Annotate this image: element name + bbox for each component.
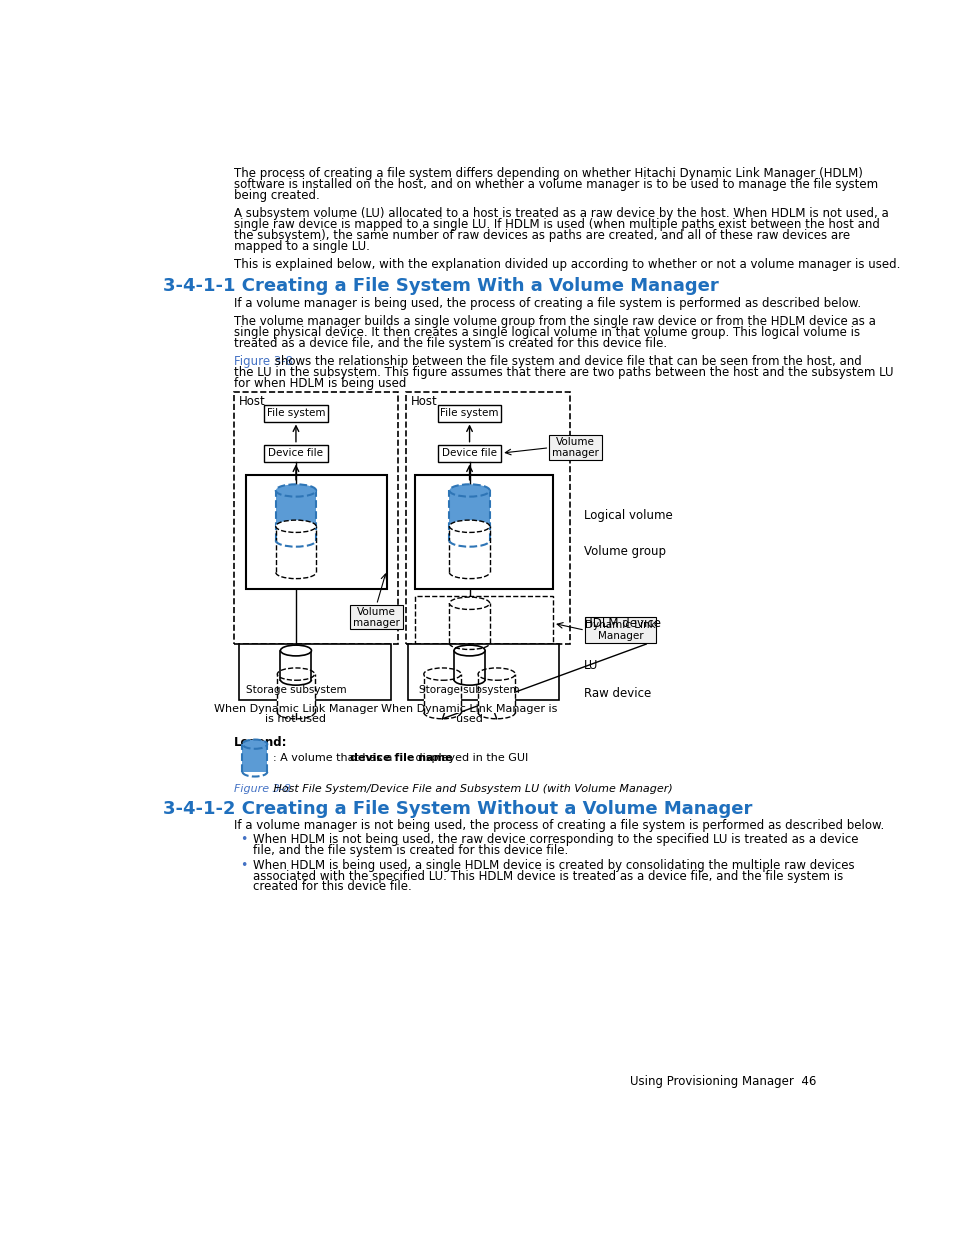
Text: displayed in the GUI: displayed in the GUI xyxy=(412,753,528,763)
Text: manager: manager xyxy=(552,448,598,458)
Ellipse shape xyxy=(449,597,489,609)
Text: used: used xyxy=(456,714,482,724)
Text: When HDLM is not being used, the raw device corresponding to the specified LU is: When HDLM is not being used, the raw dev… xyxy=(253,832,857,846)
Bar xyxy=(245,475,386,589)
Text: LU: LU xyxy=(583,658,598,672)
Text: The process of creating a file system differs depending on whether Hitachi Dynam: The process of creating a file system di… xyxy=(233,168,862,180)
Text: Host File System/Device File and Subsystem LU (with Volume Manager): Host File System/Device File and Subsyst… xyxy=(270,784,672,794)
Text: for when HDLM is being used: for when HDLM is being used xyxy=(233,377,406,390)
Text: is not used: is not used xyxy=(265,714,326,724)
Text: 3-4-1-1 Creating a File System With a Volume Manager: 3-4-1-1 Creating a File System With a Vo… xyxy=(163,277,719,295)
Text: 3-4-1-2 Creating a File System Without a Volume Manager: 3-4-1-2 Creating a File System Without a… xyxy=(163,799,752,818)
Text: Logical volume: Logical volume xyxy=(583,509,672,522)
Bar xyxy=(239,645,391,699)
Text: Volume group: Volume group xyxy=(583,545,665,558)
Text: Volume: Volume xyxy=(356,606,395,616)
Text: File system: File system xyxy=(440,408,498,419)
Bar xyxy=(277,674,314,713)
Text: Storage subsystem: Storage subsystem xyxy=(245,685,346,695)
Text: If a volume manager is being used, the process of creating a file system is perf: If a volume manager is being used, the p… xyxy=(233,296,861,310)
Text: The volume manager builds a single volume group from the single raw device or fr: The volume manager builds a single volum… xyxy=(233,315,875,329)
Bar xyxy=(449,603,489,643)
Bar xyxy=(477,674,515,713)
Text: Raw device: Raw device xyxy=(583,687,651,700)
Bar xyxy=(437,405,500,421)
Text: Storage subsystem: Storage subsystem xyxy=(418,685,519,695)
Bar xyxy=(233,393,397,645)
Text: •: • xyxy=(240,832,247,846)
Text: mapped to a single LU.: mapped to a single LU. xyxy=(233,240,370,253)
Bar xyxy=(423,674,460,713)
Ellipse shape xyxy=(280,645,311,656)
Bar xyxy=(437,445,500,462)
Ellipse shape xyxy=(277,668,314,680)
Text: When HDLM is being used, a single HDLM device is created by consolidating the mu: When HDLM is being used, a single HDLM d… xyxy=(253,858,853,872)
Text: created for this device file.: created for this device file. xyxy=(253,881,411,893)
Ellipse shape xyxy=(242,740,267,748)
Ellipse shape xyxy=(423,668,460,680)
Text: When Dynamic Link Manager is: When Dynamic Link Manager is xyxy=(381,704,558,714)
Text: single raw device is mapped to a single LU. If HDLM is used (when multiple paths: single raw device is mapped to a single … xyxy=(233,219,879,231)
Text: the subsystem), the same number of raw devices as paths are created, and all of : the subsystem), the same number of raw d… xyxy=(233,228,849,242)
Text: File system: File system xyxy=(267,408,325,419)
Ellipse shape xyxy=(275,484,315,496)
Text: Figure 3-8: Figure 3-8 xyxy=(233,356,293,368)
Text: manager: manager xyxy=(353,618,399,627)
Text: file, and the file system is created for this device file.: file, and the file system is created for… xyxy=(253,844,567,857)
Text: Host: Host xyxy=(238,395,265,409)
Bar xyxy=(549,436,601,461)
Ellipse shape xyxy=(454,645,484,656)
Text: treated as a device file, and the file system is created for this device file.: treated as a device file, and the file s… xyxy=(233,337,666,350)
Ellipse shape xyxy=(449,484,489,496)
Text: Dynamic Link: Dynamic Link xyxy=(585,620,656,630)
Text: When Dynamic Link Manager: When Dynamic Link Manager xyxy=(213,704,377,714)
Text: Device file: Device file xyxy=(441,448,497,458)
Ellipse shape xyxy=(275,520,315,532)
Bar xyxy=(415,475,553,589)
Text: : A volume that has a: : A volume that has a xyxy=(273,753,395,763)
Bar xyxy=(415,595,553,651)
Text: Host: Host xyxy=(410,395,436,409)
Text: Manager: Manager xyxy=(598,631,643,641)
Ellipse shape xyxy=(477,668,515,680)
Text: This is explained below, with the explanation divided up according to whether or: This is explained below, with the explan… xyxy=(233,258,900,272)
Bar xyxy=(264,405,328,421)
Bar xyxy=(242,745,267,772)
Text: device file name: device file name xyxy=(350,753,453,763)
Text: shows the relationship between the file system and device file that can be seen : shows the relationship between the file … xyxy=(271,356,861,368)
Bar xyxy=(275,490,315,541)
Bar xyxy=(449,526,489,573)
Text: being created.: being created. xyxy=(233,189,319,203)
Ellipse shape xyxy=(449,520,489,532)
Text: Figure 3-8: Figure 3-8 xyxy=(233,784,291,794)
Text: If a volume manager is not being used, the process of creating a file system is : If a volume manager is not being used, t… xyxy=(233,819,883,832)
Bar xyxy=(406,393,570,645)
Bar xyxy=(280,651,311,679)
Text: software is installed on the host, and on whether a volume manager is to be used: software is installed on the host, and o… xyxy=(233,178,877,191)
Text: •: • xyxy=(240,858,247,872)
Text: A subsystem volume (LU) allocated to a host is treated as a raw device by the ho: A subsystem volume (LU) allocated to a h… xyxy=(233,207,888,221)
Text: Using Provisioning Manager  46: Using Provisioning Manager 46 xyxy=(630,1076,816,1088)
Text: the LU in the subsystem. This figure assumes that there are two paths between th: the LU in the subsystem. This figure ass… xyxy=(233,366,893,379)
Text: single physical device. It then creates a single logical volume in that volume g: single physical device. It then creates … xyxy=(233,326,860,340)
Bar xyxy=(264,445,328,462)
Bar xyxy=(454,651,484,679)
Text: associated with the specified LU. This HDLM device is treated as a device file, : associated with the specified LU. This H… xyxy=(253,869,841,883)
Bar xyxy=(350,605,402,630)
Text: HDLM device: HDLM device xyxy=(583,616,660,630)
Bar xyxy=(584,618,656,643)
Bar xyxy=(275,526,315,573)
Text: Device file: Device file xyxy=(268,448,323,458)
Text: Volume: Volume xyxy=(556,437,595,447)
Bar xyxy=(407,645,558,699)
Bar xyxy=(449,490,489,541)
Text: Legend:: Legend: xyxy=(233,736,287,750)
